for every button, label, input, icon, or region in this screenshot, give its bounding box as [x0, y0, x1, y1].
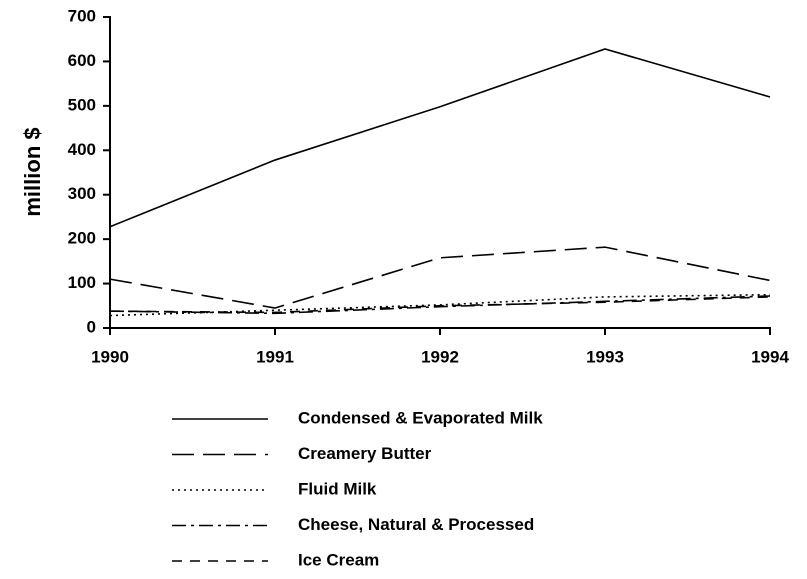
legend-label: Ice Cream: [298, 550, 379, 569]
legend-label: Condensed & Evaporated Milk: [298, 408, 543, 427]
legend-label: Fluid Milk: [298, 479, 377, 498]
y-tick-label: 600: [68, 51, 96, 70]
series-line: [109, 293, 771, 317]
x-tick-label: 1991: [256, 347, 294, 366]
y-axis-label: million $: [20, 127, 45, 216]
y-tick-label: 100: [68, 273, 96, 292]
y-tick-label: 300: [68, 184, 96, 203]
series-line: [109, 246, 771, 309]
legend-label: Cheese, Natural & Processed: [298, 515, 534, 534]
x-tick-label: 1993: [586, 347, 624, 366]
y-tick-label: 0: [87, 317, 96, 336]
y-tick-label: 400: [68, 140, 96, 159]
x-tick-label: 1994: [751, 347, 789, 366]
legend-label: Creamery Butter: [298, 444, 432, 463]
x-tick-label: 1992: [421, 347, 459, 366]
series-line: [109, 48, 771, 228]
y-tick-label: 200: [68, 229, 96, 248]
series-line: [109, 296, 771, 314]
y-tick-label: 500: [68, 95, 96, 114]
y-tick-label: 700: [68, 6, 96, 25]
x-tick-label: 1990: [91, 347, 129, 366]
